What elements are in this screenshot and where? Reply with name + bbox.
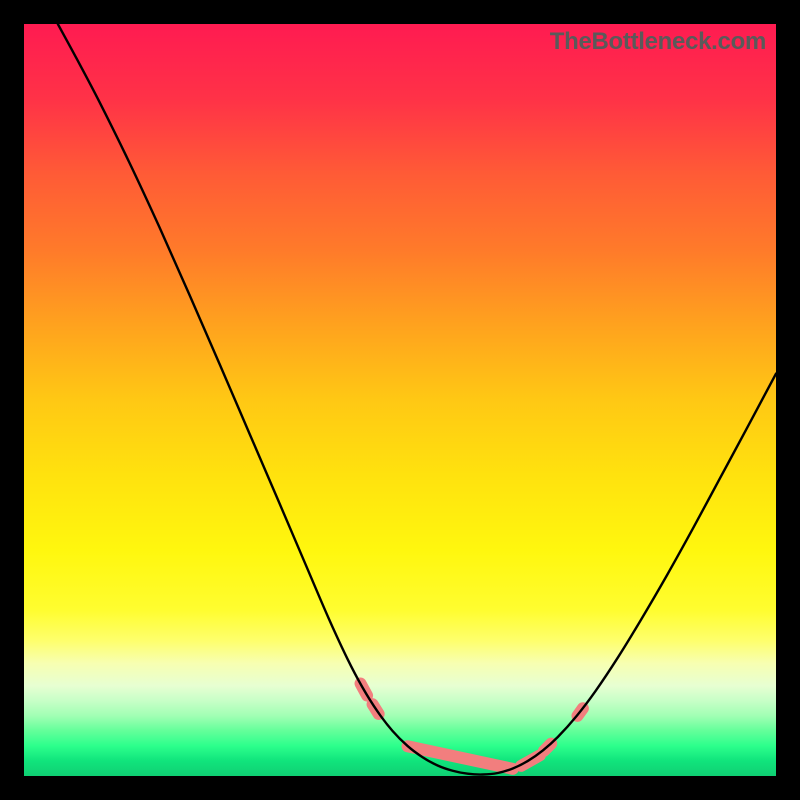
plot-area: TheBottleneck.com xyxy=(24,24,776,776)
chart-svg xyxy=(24,24,776,776)
gradient-background xyxy=(24,24,776,776)
chart-frame: TheBottleneck.com xyxy=(0,0,800,800)
watermark-text: TheBottleneck.com xyxy=(550,28,766,56)
